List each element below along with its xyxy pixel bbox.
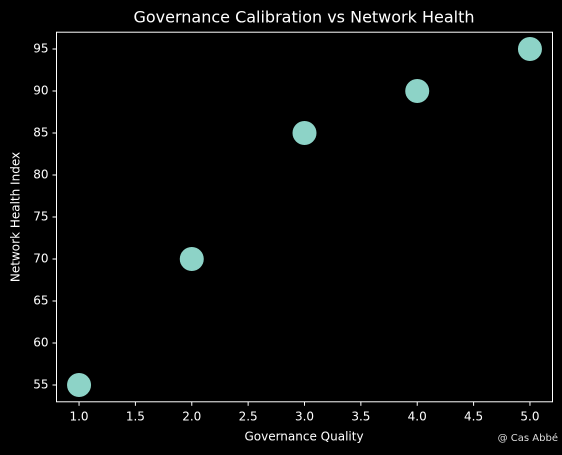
x-tick-label: 1.0 [69, 409, 88, 423]
y-tick-label: 55 [33, 378, 48, 392]
y-tick-label: 85 [33, 126, 48, 140]
x-tick-label: 3.5 [351, 409, 370, 423]
watermark: @ Cas Abbé [498, 432, 558, 444]
y-tick-label: 65 [33, 294, 48, 308]
y-tick-label: 70 [33, 252, 48, 266]
y-tick-label: 80 [33, 168, 48, 182]
x-tick-label: 2.5 [239, 409, 258, 423]
x-tick-label: 5.0 [520, 409, 539, 423]
y-tick-label: 75 [33, 210, 48, 224]
axes-frame [56, 31, 553, 403]
x-tick-label: 1.5 [126, 409, 145, 423]
chart-title: Governance Calibration vs Network Health [133, 8, 474, 27]
y-tick-label: 90 [33, 84, 48, 98]
point [67, 373, 92, 397]
y-tick-label: 95 [33, 42, 48, 56]
y-axis-label: Network Health Index [9, 152, 23, 282]
x-axis-label: Governance Quality [244, 430, 363, 444]
x-tick-label: 3.0 [295, 409, 314, 423]
point [517, 37, 542, 61]
point [292, 121, 317, 145]
x-tick-label: 2.0 [182, 409, 201, 423]
x-tick-label: 4.0 [408, 409, 427, 423]
point [179, 247, 204, 271]
point [405, 79, 430, 103]
x-tick-label: 4.5 [464, 409, 483, 423]
y-tick-label: 60 [33, 336, 48, 350]
